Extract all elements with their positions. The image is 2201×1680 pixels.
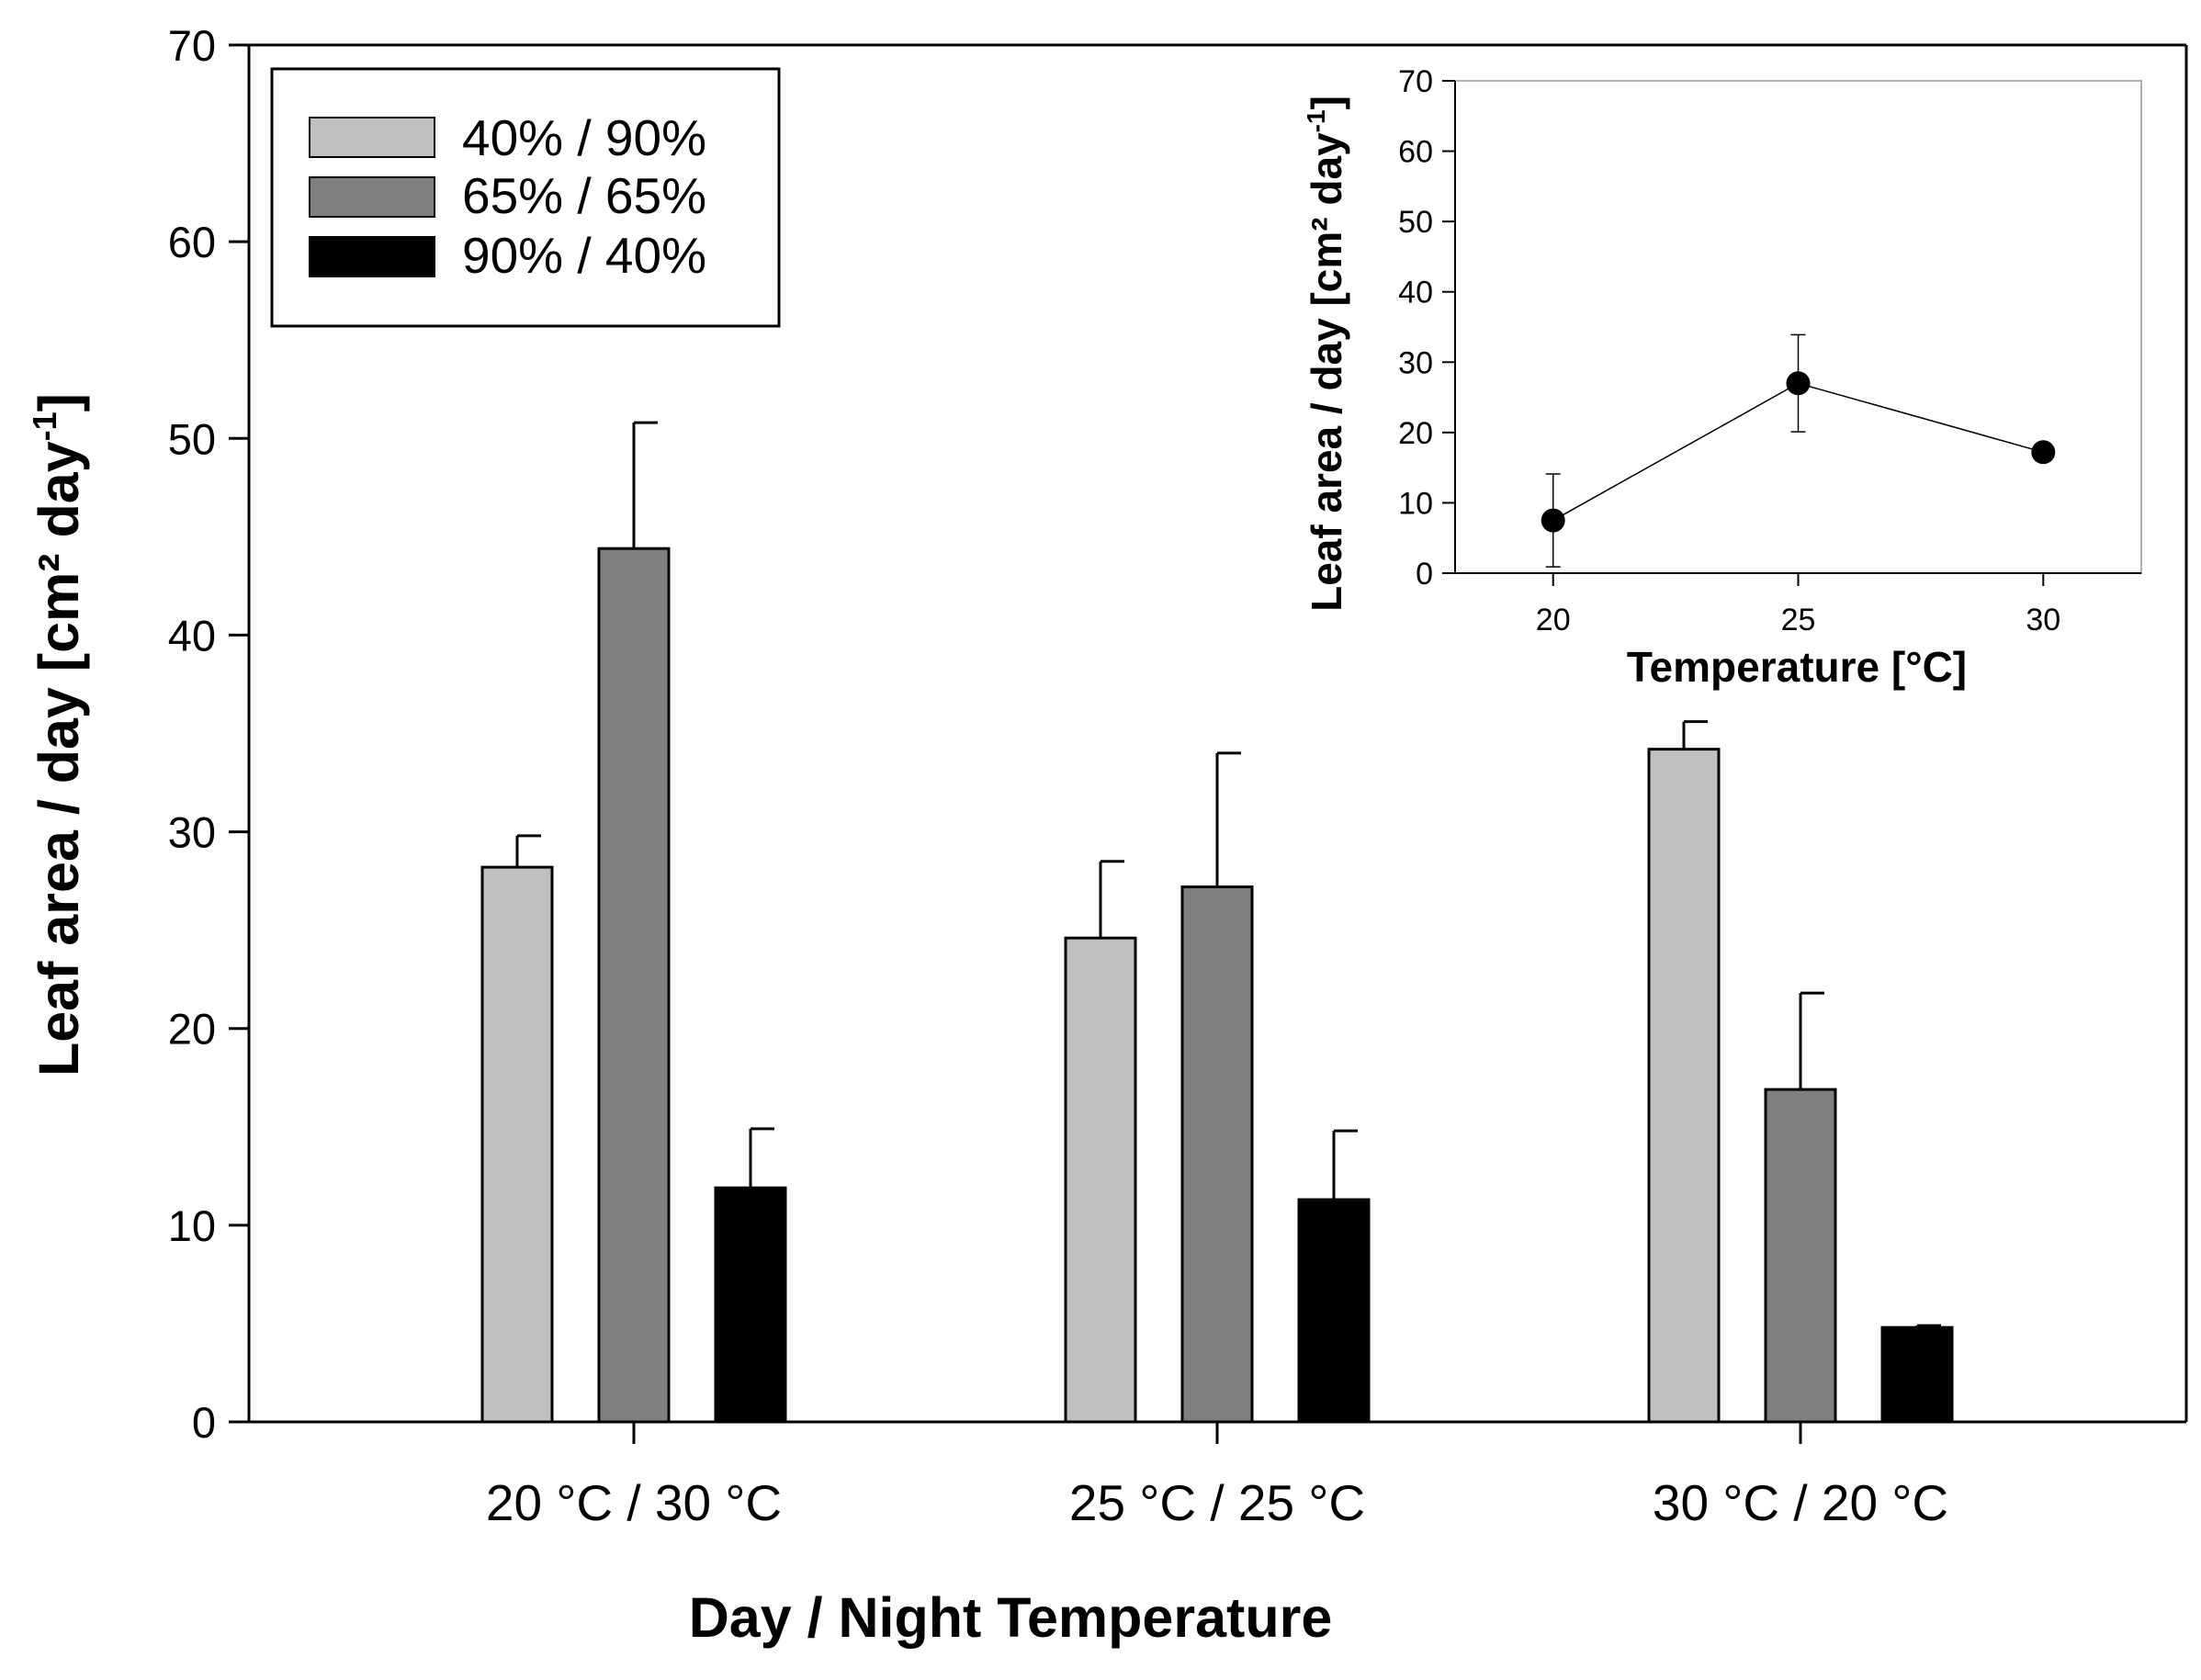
inset-y-axis-title-text: Leaf area / day [cm² day — [1303, 132, 1350, 612]
main-y-axis-title: Leaf area / day [cm² day-1] — [26, 393, 90, 1077]
legend-swatch-65-65 — [309, 176, 435, 218]
main-y-axis-title-text: Leaf area / day [cm² day — [28, 441, 90, 1077]
main-y-tick-label: 60 — [168, 218, 216, 266]
main-y-tick-label: 10 — [168, 1201, 216, 1250]
inset-y-ticks: 0 10 20 30 40 50 60 70 — [1398, 64, 1455, 592]
inset-x-axis-title: Temperature [°C] — [1627, 643, 1967, 691]
legend-label-90-40: 90% / 40% — [462, 227, 706, 284]
inset-point — [2031, 440, 2056, 465]
legend-label-65-65: 65% / 65% — [462, 167, 706, 224]
inset-y-tick-label: 60 — [1398, 135, 1433, 170]
main-chart: 0 10 20 30 40 50 60 70 20 °C / 30 °C 25 °C / 25 … — [26, 21, 2188, 1649]
main-y-ticks: 0 10 20 30 40 50 60 70 — [168, 21, 249, 1447]
main-x-tick-label: 25 °C / 25 °C — [1069, 1474, 1365, 1531]
main-bar — [1764, 1088, 1837, 1424]
inset-y-tick-label: 20 — [1398, 416, 1433, 451]
inset-frame — [1454, 80, 2142, 574]
legend: 40% / 90% 65% / 65% 90% / 40% — [270, 67, 781, 328]
inset-y-tick-label: 50 — [1398, 205, 1433, 240]
main-y-tick-label: 30 — [168, 808, 216, 857]
legend-swatch-90-40 — [309, 236, 435, 277]
inset-x-tick-label: 25 — [1781, 603, 1816, 637]
main-bar — [1064, 936, 1137, 1424]
main-bar — [1647, 748, 1721, 1424]
main-y-tick-label: 20 — [168, 1005, 216, 1054]
main-x-ticks: 20 °C / 30 °C 25 °C / 25 °C 30 °C / 20 °C — [486, 1422, 1948, 1531]
inset-series — [1541, 333, 2056, 568]
main-bar — [1297, 1198, 1371, 1424]
inset-y-tick-label: 70 — [1398, 64, 1433, 99]
main-bars — [480, 421, 1954, 1424]
main-y-tick-label: 70 — [168, 21, 216, 70]
inset-x-tick-label: 30 — [2026, 603, 2060, 637]
main-bar — [714, 1186, 787, 1424]
main-bar — [480, 865, 554, 1424]
legend-label-40-90: 40% / 90% — [462, 109, 706, 166]
inset-y-axis-title-close: ] — [1303, 96, 1350, 109]
main-bar — [1180, 885, 1254, 1424]
main-x-tick-label: 30 °C / 20 °C — [1653, 1474, 1948, 1531]
inset-y-axis-title-superscript: -1 — [1302, 109, 1330, 132]
main-bar — [1880, 1325, 1954, 1424]
main-x-axis-title: Day / Night Temperature — [689, 1586, 1333, 1649]
main-y-tick-label: 40 — [168, 611, 216, 660]
main-y-axis-title-superscript: -1 — [26, 412, 63, 441]
main-y-tick-label: 0 — [192, 1398, 216, 1447]
inset-y-tick-label: 0 — [1416, 557, 1433, 592]
main-y-tick-label: 50 — [168, 414, 216, 463]
inset-y-axis-title: Leaf area / day [cm² day-1] — [1302, 96, 1350, 612]
inset-y-tick-label: 10 — [1398, 486, 1433, 521]
legend-swatch-40-90 — [309, 117, 435, 158]
inset-y-tick-label: 30 — [1398, 345, 1433, 380]
main-x-tick-label: 20 °C / 30 °C — [486, 1474, 782, 1531]
main-bar — [597, 547, 671, 1424]
inset-x-ticks: 20 25 30 — [1536, 573, 2060, 637]
inset-x-tick-label: 20 — [1536, 603, 1571, 637]
inset-point — [1541, 508, 1565, 533]
main-y-axis-title-close: ] — [28, 393, 90, 412]
inset-point — [1786, 371, 1811, 396]
inset-y-tick-label: 40 — [1398, 276, 1433, 310]
